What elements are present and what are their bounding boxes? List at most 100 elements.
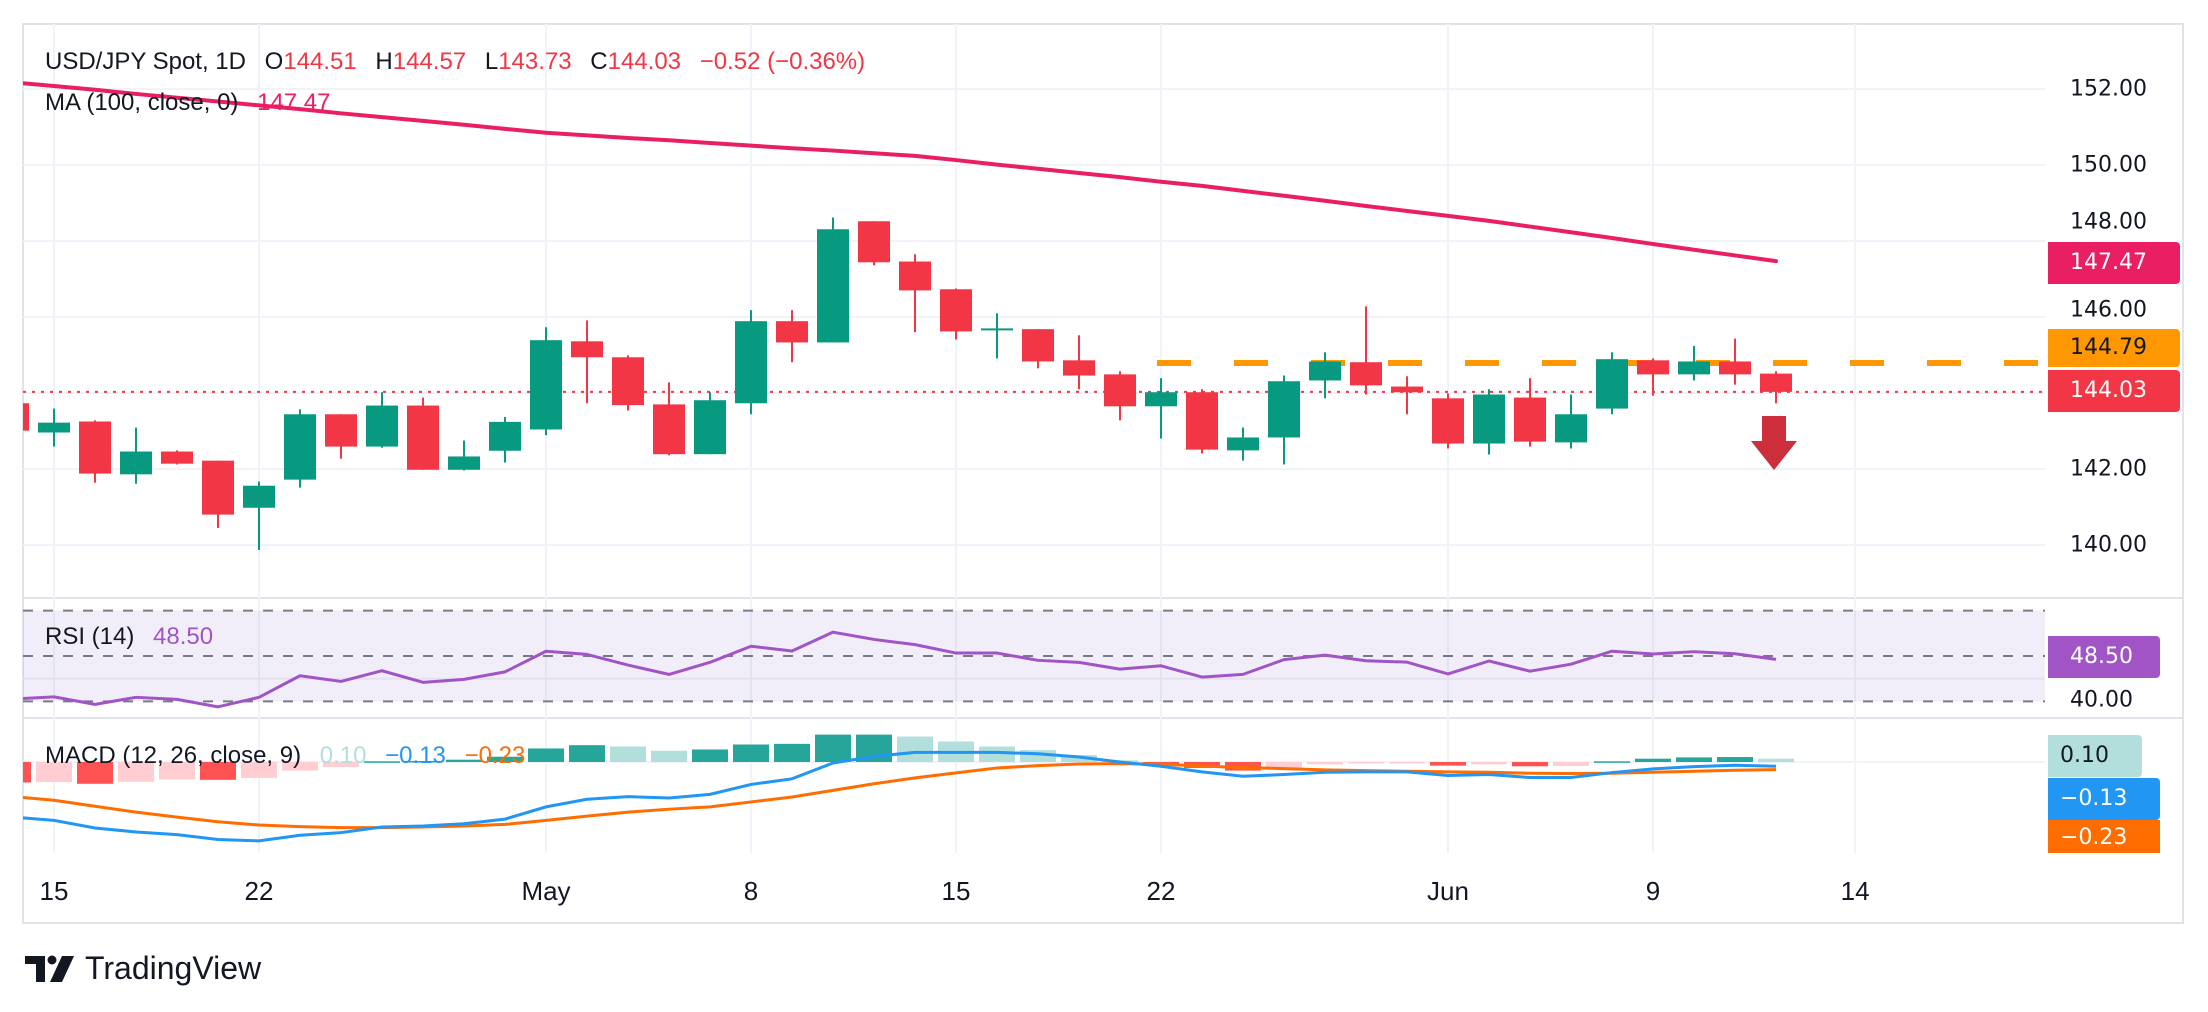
candle-body bbox=[243, 485, 275, 508]
close-label: C bbox=[590, 48, 608, 75]
high-label: H bbox=[375, 48, 393, 75]
macd-histogram-bar bbox=[1717, 757, 1753, 762]
down-arrow-icon bbox=[1751, 416, 1797, 470]
candle-body bbox=[1063, 360, 1095, 376]
macd-histogram-bar bbox=[118, 762, 154, 782]
macd-histogram-bar bbox=[692, 749, 728, 762]
candle-body bbox=[284, 414, 316, 480]
time-tick: 15 bbox=[39, 876, 69, 906]
open-label: O bbox=[264, 48, 284, 75]
macd-histogram-bar bbox=[1512, 762, 1548, 767]
tradingview-logo-icon bbox=[25, 955, 74, 982]
candle-body bbox=[1596, 359, 1628, 409]
candle bbox=[243, 481, 275, 550]
time-tick: 8 bbox=[743, 876, 759, 906]
candle-body bbox=[653, 404, 685, 455]
candle bbox=[981, 313, 1013, 359]
candle-body bbox=[23, 403, 29, 431]
candle-body bbox=[1309, 361, 1341, 381]
candle bbox=[120, 427, 152, 484]
candle-body bbox=[1678, 361, 1710, 375]
macd-histogram-bar bbox=[1020, 750, 1056, 762]
macd-histogram-bar bbox=[774, 743, 810, 762]
candle bbox=[1227, 427, 1259, 461]
macd-histogram-bar bbox=[446, 759, 482, 762]
change-value: −0.52 (−0.36%) bbox=[699, 48, 866, 75]
candle bbox=[38, 408, 70, 447]
candle-body bbox=[1227, 437, 1259, 451]
ma-legend[interactable]: MA (100, close, 0) 147.47 bbox=[45, 89, 331, 117]
macd-pane bbox=[23, 734, 1794, 843]
symbol-legend: USD/JPY Spot, 1D O144.51 H144.57 L143.73… bbox=[45, 48, 865, 76]
candle bbox=[23, 403, 29, 431]
candle-body bbox=[366, 405, 398, 447]
high-value: 144.57 bbox=[392, 48, 467, 75]
candle bbox=[776, 310, 808, 363]
candle-body bbox=[202, 460, 234, 515]
candle bbox=[1555, 394, 1587, 449]
candle bbox=[1350, 306, 1382, 395]
macd-histogram-bar bbox=[159, 762, 195, 780]
macd-histogram-bar bbox=[36, 762, 72, 783]
candle-body bbox=[1760, 373, 1792, 392]
grid-lines bbox=[23, 24, 2045, 853]
candle bbox=[1596, 352, 1628, 415]
candle-body bbox=[1514, 397, 1546, 442]
candle bbox=[1719, 338, 1751, 385]
candle-body bbox=[1391, 386, 1423, 393]
candle-body bbox=[858, 221, 890, 263]
macd-histogram-bar bbox=[200, 762, 236, 780]
time-tick: 9 bbox=[1645, 876, 1661, 906]
macd-histogram-bar bbox=[1266, 762, 1302, 768]
rsi-legend-value: 48.50 bbox=[153, 623, 214, 650]
rsi-line bbox=[22, 630, 1777, 709]
candle-body bbox=[448, 456, 480, 470]
ma100-line bbox=[23, 81, 1778, 264]
candle-body bbox=[571, 341, 603, 358]
candle-body bbox=[1637, 360, 1669, 375]
candle bbox=[1760, 371, 1792, 404]
macd-hist-value: 0.10 bbox=[319, 742, 367, 769]
macd-histogram-bar bbox=[1676, 757, 1712, 762]
price-tick: 152.00 bbox=[2070, 76, 2147, 102]
candle bbox=[407, 397, 439, 470]
candle-body bbox=[899, 261, 931, 291]
macd-signal-value: −0.23 bbox=[464, 742, 526, 769]
macd-histogram-bar bbox=[1471, 762, 1507, 765]
macd-hist-tag: 0.10 bbox=[2048, 735, 2142, 777]
macd-histogram-bar bbox=[897, 736, 933, 762]
macd-histogram-bar bbox=[610, 746, 646, 762]
candle bbox=[530, 327, 562, 436]
macd-histogram-bar bbox=[23, 762, 31, 783]
chart-frame bbox=[22, 23, 2184, 924]
candle-body bbox=[1022, 329, 1054, 362]
candle bbox=[366, 392, 398, 448]
rsi-legend-label: RSI (14) bbox=[45, 623, 135, 650]
macd-histogram-bar bbox=[1758, 758, 1794, 762]
low-label: L bbox=[484, 48, 499, 75]
rsi-value-tag: 48.50 bbox=[2048, 636, 2160, 678]
candle bbox=[817, 217, 849, 343]
candle-body bbox=[940, 289, 972, 332]
candle bbox=[735, 310, 767, 415]
macd-histogram-bar bbox=[1553, 762, 1589, 766]
candle-body bbox=[1186, 392, 1218, 450]
tradingview-logo[interactable]: TradingView bbox=[25, 950, 261, 987]
rsi-legend[interactable]: RSI (14) 48.50 bbox=[45, 623, 213, 651]
macd-histogram-bar bbox=[282, 762, 318, 771]
time-tick: 14 bbox=[1840, 876, 1870, 906]
candle bbox=[161, 450, 193, 465]
macd-legend[interactable]: MACD (12, 26, close, 9) 0.10 −0.13 −0.23 bbox=[45, 742, 525, 770]
symbol-title[interactable]: USD/JPY Spot, 1D bbox=[45, 48, 246, 75]
macd-legend-label: MACD (12, 26, close, 9) bbox=[45, 742, 302, 769]
macd-histogram-bar bbox=[487, 756, 523, 762]
macd-histogram-bar bbox=[1307, 762, 1343, 765]
macd-histogram-bar bbox=[651, 750, 687, 762]
open-value: 144.51 bbox=[283, 48, 357, 75]
ma-price-tag: 147.47 bbox=[2048, 242, 2180, 284]
candle-body bbox=[161, 451, 193, 464]
time-tick: May bbox=[521, 876, 571, 906]
candle bbox=[1514, 378, 1546, 447]
candle bbox=[1145, 378, 1177, 439]
